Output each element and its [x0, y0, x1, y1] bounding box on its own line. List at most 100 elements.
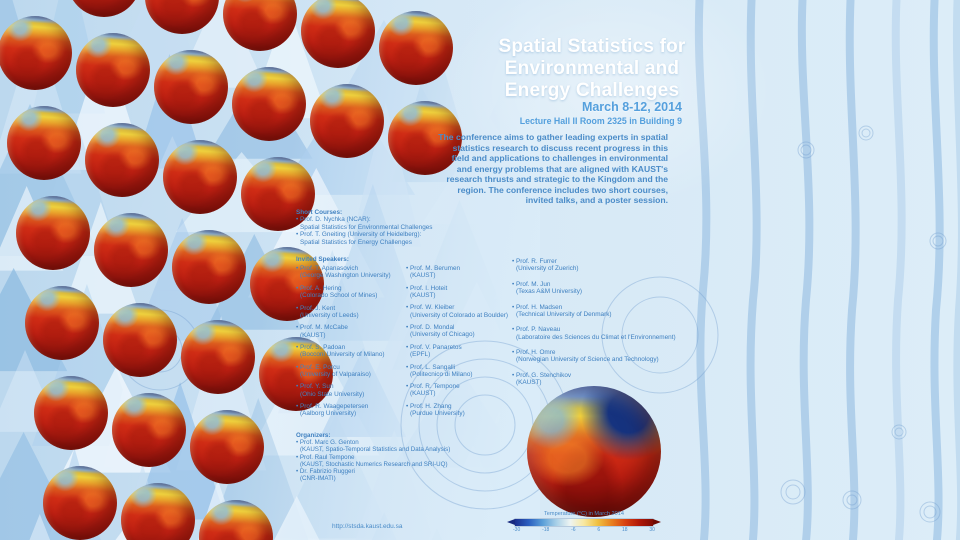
organizers-list: Prof. Marc G. Genton (KAUST, Spatio-Temp… — [296, 439, 496, 482]
short-courses-list: Prof. D. Nychka (NCAR): Spatial Statisti… — [296, 216, 486, 246]
organizer-affiliation: (CNR-IMATI) — [300, 475, 336, 483]
speaker-affiliation: (University of Chicago) — [410, 331, 475, 339]
speaker-affiliation: (Politecnico di Milano) — [410, 370, 473, 378]
colorbar-tick-label: -18 — [542, 527, 550, 533]
speaker-entry: Prof. R. Waagepetersen (Aalborg Universi… — [296, 403, 486, 417]
conference-venue: Lecture Hall II Room 2325 in Building 9 — [519, 116, 682, 126]
speaker-entry: Prof. D. Mondal (University of Chicago) — [406, 324, 596, 338]
speaker-affiliation: (KAUST) — [410, 390, 436, 398]
speaker-entry: Prof. E. Porcu (University of Valparaiso… — [296, 364, 486, 378]
title-line-2: Environmental and — [504, 58, 680, 79]
conference-abstract: The conference aims to gather leading ex… — [438, 132, 668, 206]
speaker-entry: Prof. R. Tempone (KAUST) — [406, 383, 596, 397]
speaker-name: Prof. V. Panaretos — [406, 344, 596, 351]
speaker-entry: Prof. P. Naveau (Laboratoire des Science… — [512, 326, 712, 340]
organizer-entry: Dr. Fabrizio Ruggeri (CNR-IMATI) — [296, 468, 496, 482]
earth-temperature-globe — [527, 386, 661, 517]
speaker-affiliation: (Technical University of Denmark) — [516, 310, 612, 318]
speaker-name: Prof. J. Kent — [296, 305, 486, 312]
speaker-name: Prof. H. Zhang — [406, 403, 596, 410]
short-courses-heading: Short Courses: — [296, 209, 343, 216]
speaker-affiliation: (Norwegian University of Science and Tec… — [516, 356, 659, 364]
organizers-section: Organizers: Prof. Marc G. Genton (KAUST,… — [296, 432, 496, 482]
website-url: http://stsda.kaust.edu.sa — [332, 523, 403, 530]
speaker-name: Prof. E. Porcu — [296, 364, 486, 371]
short-course-item: Prof. D. Nychka (NCAR): Spatial Statisti… — [296, 216, 486, 231]
speaker-name: Prof. M. Berumen — [406, 265, 596, 272]
short-courses-section: Short Courses: Prof. D. Nychka (NCAR): S… — [296, 209, 486, 246]
speaker-entry: Prof. Y. Sun (Ohio State University) — [296, 383, 486, 397]
course-instructor: Prof. D. Nychka (NCAR): — [296, 216, 486, 223]
speaker-name: Prof. D. Mondal — [406, 324, 596, 331]
speaker-entry: Prof. H. Zhang (Purdue University) — [406, 403, 596, 417]
colorbar-label: Temperature (°C) in March 2014 — [544, 511, 624, 517]
speaker-entry: Prof. R. Furrer (University of Zuerich) — [512, 258, 712, 272]
speaker-entry: Prof. A. Hering (Colorado School of Mine… — [296, 285, 486, 299]
colorbar-tick-label: 30 — [649, 527, 655, 533]
speaker-entry: Prof. S. Padoan (Bocconi University of M… — [296, 344, 486, 358]
title-glow — [430, 0, 790, 220]
speaker-entry: Prof. H. Madsen (Technical University of… — [512, 304, 712, 318]
invited-speakers-heading: Invited Speakers: — [296, 256, 349, 263]
colorbar-ticks: -30 -18 -6 6 18 30 — [513, 527, 655, 533]
speaker-affiliation: (EPFL) — [410, 351, 431, 359]
speaker-entry: Prof. V. Panaretos (EPFL) — [406, 344, 596, 358]
speaker-name: Prof. G. Stenchikov — [512, 372, 712, 379]
speaker-affiliation: (KAUST) — [410, 291, 436, 299]
colorbar-right-arrow-icon — [653, 519, 661, 525]
speaker-name: Prof. Y. Sun — [296, 383, 486, 390]
speaker-name: Prof. A. Hering — [296, 285, 486, 292]
speaker-affiliation: (KAUST) — [300, 331, 326, 339]
speaker-name: Prof. H. Omre — [512, 349, 712, 356]
organizer-entry: Prof. Raul Tempone (KAUST, Stochastic Nu… — [296, 454, 496, 468]
organizer-entry: Prof. Marc G. Genton (KAUST, Spatio-Temp… — [296, 439, 496, 453]
speaker-name: Prof. R. Furrer — [512, 258, 712, 265]
speaker-name: Prof. I. Hoteit — [406, 285, 596, 292]
colorbar-tick-label: -30 — [513, 527, 521, 533]
colorbar-tick-label: -6 — [571, 527, 576, 533]
poster-title: Spatial Statistics for Environmental and… — [478, 36, 706, 102]
title-line-3: Energy Challenges — [504, 80, 680, 101]
speaker-affiliation: (Bocconi University of Milano) — [300, 351, 385, 359]
speaker-affiliation: (Texas A&M University) — [516, 288, 583, 295]
speaker-name: Prof. P. Naveau — [512, 326, 712, 333]
speaker-entry: Prof. M. Jun (Texas A&M University) — [512, 281, 712, 295]
speakers-column-1: Invited Speakers: Prof. T. Apanasovich (… — [296, 256, 486, 423]
organizer-name: Prof. Raul Tempone — [296, 454, 496, 461]
speaker-affiliation: (University of Leeds) — [300, 311, 359, 319]
wave-stripes — [694, 0, 960, 540]
colorbar-left-arrow-icon — [507, 519, 515, 525]
conference-dates: March 8-12, 2014 — [581, 100, 682, 114]
speaker-affiliation: (George Washington University) — [300, 272, 391, 280]
speaker-affiliation: (Purdue University) — [410, 410, 465, 418]
speaker-name: Prof. T. Apanasovich — [296, 265, 486, 272]
speaker-entry: Prof. J. Kent (University of Leeds) — [296, 305, 486, 319]
speaker-affiliation: (KAUST) — [410, 272, 436, 280]
course-topic: Spatial Statistics for Environmental Cha… — [300, 223, 433, 231]
speaker-name: Prof. L. Sangalli — [406, 364, 596, 371]
temperature-colorbar — [515, 519, 653, 526]
speaker-affiliation: (University of Valparaiso) — [300, 370, 371, 378]
speaker-affiliation: (KAUST) — [516, 379, 542, 387]
speaker-name: Prof. W. Kleiber — [406, 304, 596, 311]
speaker-name: Prof. M. McCabe — [296, 324, 486, 331]
organizer-name: Dr. Fabrizio Ruggeri — [296, 468, 496, 475]
speaker-entry: Prof. M. Berumen (KAUST) — [406, 265, 596, 279]
organizer-name: Prof. Marc G. Genton — [296, 439, 496, 446]
organizer-affiliation: (KAUST, Spatio-Temporal Statistics and D… — [300, 446, 451, 454]
speaker-affiliation: (Colorado School of Mines) — [300, 292, 378, 300]
colorbar-tick-label: 18 — [622, 527, 628, 533]
speaker-entry: Prof. T. Apanasovich (George Washington … — [296, 265, 486, 279]
course-topic: Spatial Statistics for Energy Challenges — [300, 238, 412, 246]
title-line-1: Spatial Statistics for — [498, 36, 686, 57]
speaker-entry: Prof. H. Omre (Norwegian University of S… — [512, 349, 712, 363]
colorbar-tick-label: 6 — [597, 527, 601, 533]
organizer-affiliation: (KAUST, Stochastic Numerics Research and… — [300, 460, 448, 468]
speaker-affiliation: (Aalborg University) — [300, 410, 357, 418]
course-instructor: Prof. T. Gneiting (University of Heidelb… — [296, 231, 486, 238]
speaker-affiliation: (Laboratoire des Sciences du Climat et l… — [516, 333, 676, 341]
speakers-list-3: Prof. R. Furrer (University of Zuerich) … — [512, 258, 712, 386]
speaker-name: Prof. S. Padoan — [296, 344, 486, 351]
organizers-heading: Organizers: — [296, 432, 331, 439]
